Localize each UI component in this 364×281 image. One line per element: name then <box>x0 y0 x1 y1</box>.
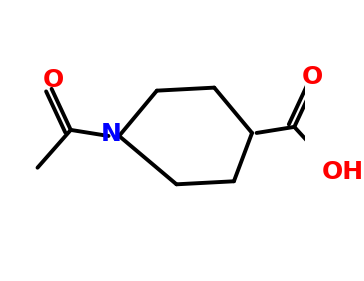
Text: O: O <box>43 68 64 92</box>
Text: OH: OH <box>322 160 364 184</box>
Text: O: O <box>301 65 323 89</box>
Text: N: N <box>100 123 121 146</box>
